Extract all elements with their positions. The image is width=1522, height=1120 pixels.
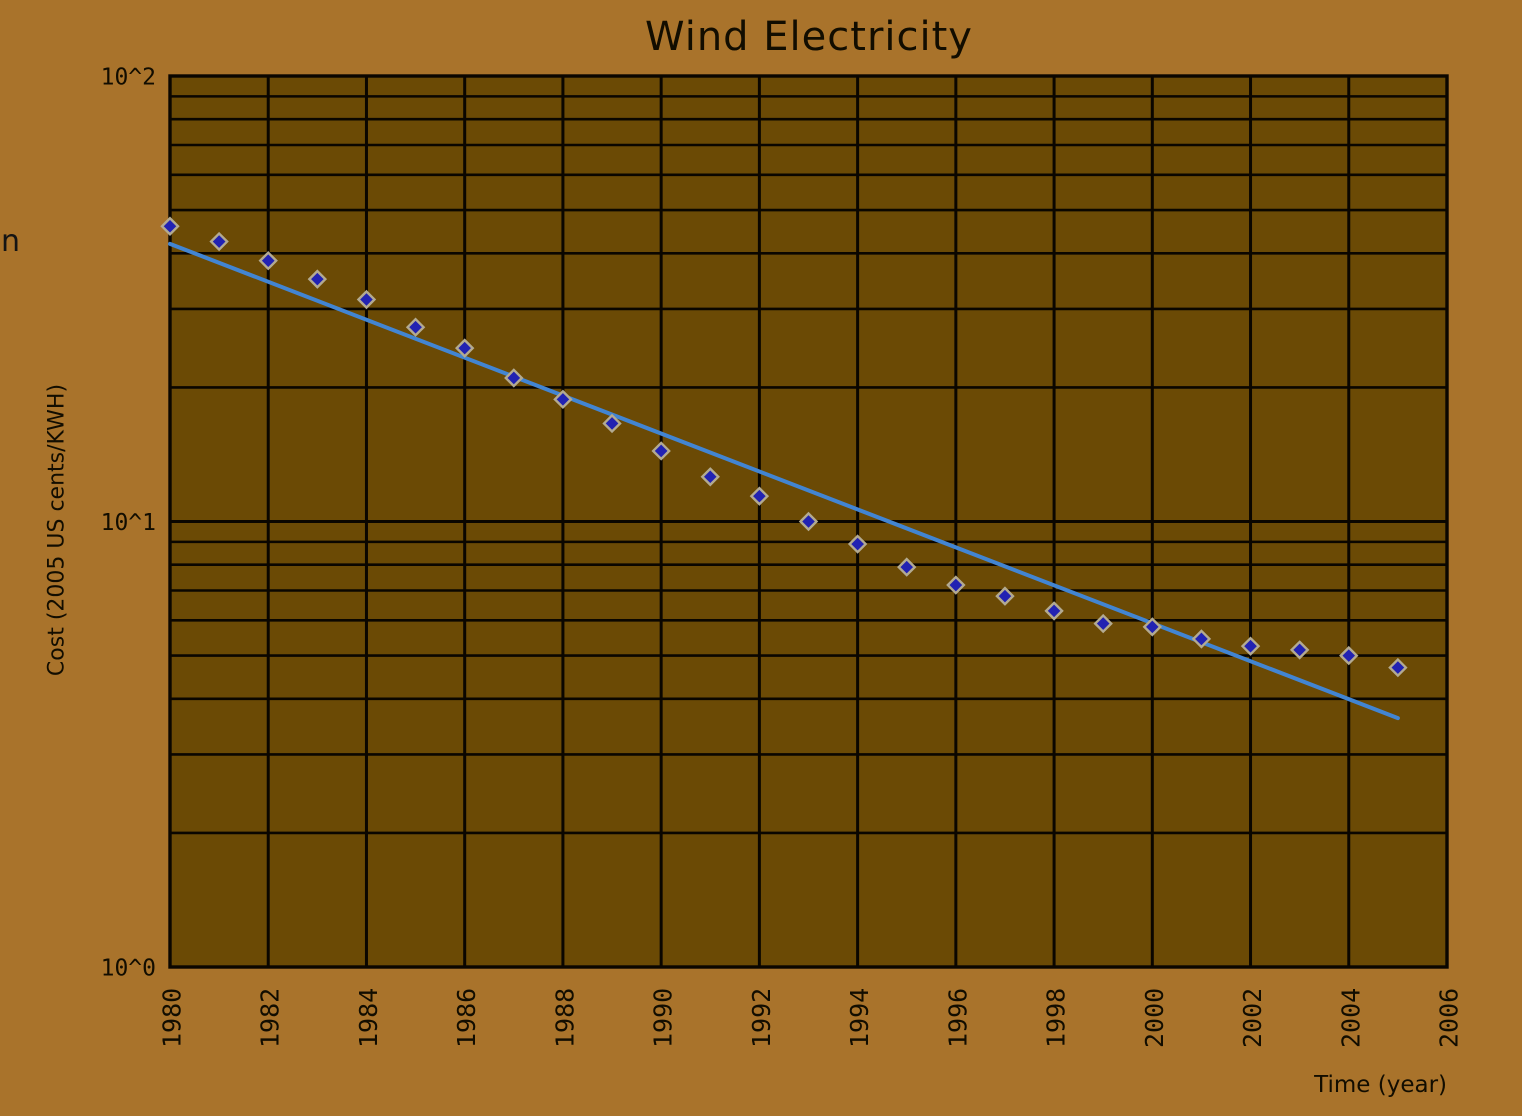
data-point [749, 486, 770, 506]
data-point [1240, 636, 1261, 656]
x-tick-label: 1986 [452, 988, 481, 1048]
data-point [553, 389, 573, 410]
data-point [1044, 601, 1064, 621]
data-point [504, 368, 524, 388]
x-tick-label: 1992 [747, 988, 776, 1048]
data-point [700, 467, 720, 487]
x-tick-label: 2002 [1238, 988, 1267, 1048]
x-tick-label: 1982 [256, 988, 285, 1048]
data-point [307, 269, 328, 289]
plot-border [168, 74, 1449, 969]
y-tick-label: 10^1 [101, 510, 156, 536]
chart-title: Wind Electricity [645, 14, 973, 60]
y-tick-label: 10^2 [101, 65, 156, 91]
data-point [1191, 629, 1212, 649]
y-tick-label: 10^0 [101, 956, 156, 982]
x-tick-label: 1994 [845, 988, 874, 1048]
data-point [356, 289, 377, 310]
x-tick-label: 1984 [354, 988, 383, 1048]
data-point [798, 511, 819, 532]
data-point [1289, 640, 1310, 660]
y-axis-title: Cost (2005 US cents/KWH) [44, 383, 70, 677]
x-tick-label: 1998 [1042, 988, 1071, 1048]
data-point [995, 586, 1015, 606]
x-tick-label: 1988 [550, 988, 579, 1048]
x-tick-label: 2000 [1140, 988, 1169, 1048]
data-point [160, 216, 180, 236]
data-point [847, 534, 868, 554]
x-tick-label: 1980 [158, 988, 187, 1048]
data-point [1093, 613, 1113, 634]
x-tick-label: 1996 [943, 988, 972, 1048]
x-axis-title: Time (year) [1314, 1072, 1447, 1098]
data-point [1388, 657, 1408, 678]
data-point [602, 413, 622, 434]
clipped-left-label: n [1, 224, 21, 259]
data-point [1339, 645, 1359, 666]
data-point [897, 557, 917, 577]
data-point [258, 250, 278, 271]
data-point [651, 441, 671, 461]
data-point [454, 338, 475, 358]
data-point [946, 575, 966, 595]
data-point [1142, 617, 1163, 637]
x-tick-label: 2004 [1336, 988, 1365, 1048]
x-tick-label: 2006 [1435, 988, 1464, 1048]
data-point [209, 231, 229, 252]
x-tick-label: 1990 [649, 988, 678, 1048]
data-point [405, 317, 426, 337]
